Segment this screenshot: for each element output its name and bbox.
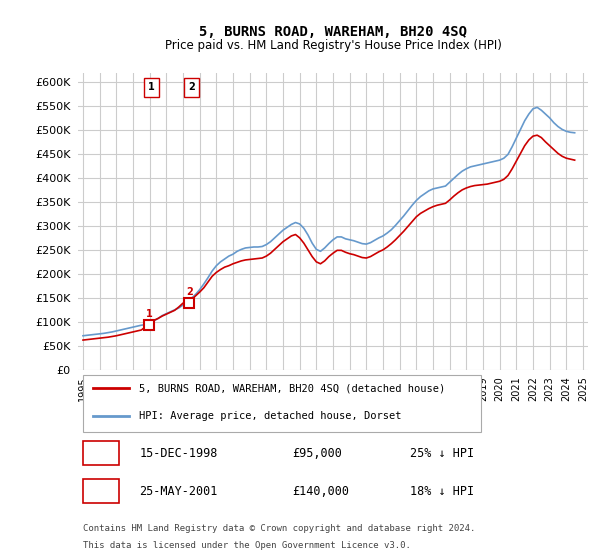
Text: 5, BURNS ROAD, WAREHAM, BH20 4SQ (detached house): 5, BURNS ROAD, WAREHAM, BH20 4SQ (detach…: [139, 384, 445, 394]
Text: This data is licensed under the Open Government Licence v3.0.: This data is licensed under the Open Gov…: [83, 541, 411, 550]
Text: 25-MAY-2001: 25-MAY-2001: [139, 485, 218, 498]
FancyBboxPatch shape: [144, 78, 159, 97]
Text: HPI: Average price, detached house, Dorset: HPI: Average price, detached house, Dors…: [139, 410, 402, 421]
Text: 15-DEC-1998: 15-DEC-1998: [139, 446, 218, 460]
Text: Contains HM Land Registry data © Crown copyright and database right 2024.: Contains HM Land Registry data © Crown c…: [83, 525, 475, 534]
Text: £140,000: £140,000: [292, 485, 349, 498]
Text: 2: 2: [97, 485, 105, 498]
Text: 1: 1: [97, 446, 105, 460]
Text: 18% ↓ HPI: 18% ↓ HPI: [409, 485, 473, 498]
FancyBboxPatch shape: [83, 479, 119, 503]
FancyBboxPatch shape: [83, 441, 119, 465]
Text: 1: 1: [146, 309, 152, 319]
Text: 2: 2: [188, 82, 196, 92]
Text: Price paid vs. HM Land Registry's House Price Index (HPI): Price paid vs. HM Land Registry's House …: [164, 39, 502, 52]
Text: £95,000: £95,000: [292, 446, 342, 460]
Text: 25% ↓ HPI: 25% ↓ HPI: [409, 446, 473, 460]
FancyBboxPatch shape: [83, 375, 481, 432]
Text: 2: 2: [186, 287, 193, 297]
Text: 5, BURNS ROAD, WAREHAM, BH20 4SQ: 5, BURNS ROAD, WAREHAM, BH20 4SQ: [199, 25, 467, 39]
Text: 1: 1: [148, 82, 155, 92]
FancyBboxPatch shape: [184, 78, 199, 97]
